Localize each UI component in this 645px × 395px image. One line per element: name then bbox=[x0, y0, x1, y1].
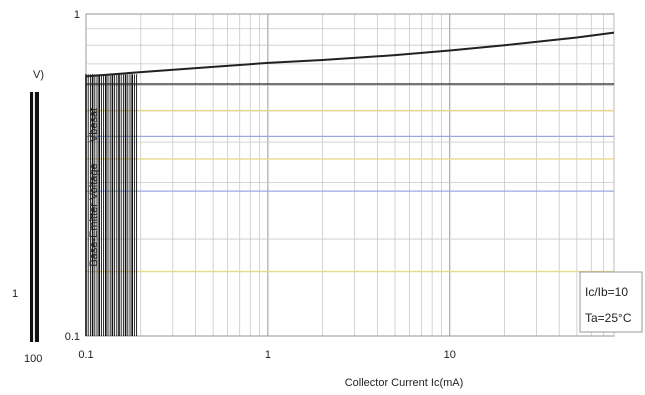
left-cropped-strip: V) 1 100 bbox=[12, 69, 44, 365]
y-axis-title: Base-Emitter Voltage bbox=[88, 163, 100, 266]
legend-ratio: Ic/Ib=10 bbox=[585, 285, 628, 299]
left-strip-mid-label: 1 bbox=[12, 288, 18, 300]
y-tick-label: 0.1 bbox=[65, 331, 80, 343]
x-tick-label: 1 bbox=[265, 349, 271, 361]
x-tick-label: 0.1 bbox=[78, 349, 93, 361]
plot-frame bbox=[85, 13, 615, 337]
series-line-0 bbox=[85, 31, 615, 78]
left-strip-unit: V) bbox=[33, 69, 44, 81]
x-axis-title: Collector Current Ic(mA) bbox=[345, 377, 464, 389]
dense-hatch-region bbox=[85, 74, 138, 336]
yellow-band-lines bbox=[86, 109, 614, 273]
legend-frame bbox=[579, 271, 643, 333]
y-axis-title-fragment: Vbesat bbox=[88, 108, 100, 142]
x-tick-label: 10 bbox=[444, 349, 456, 361]
legend-box: Ic/Ib=10 Ta=25°C bbox=[579, 271, 643, 333]
legend-temperature: Ta=25°C bbox=[585, 311, 632, 325]
left-strip-highlight bbox=[33, 92, 35, 342]
series-group bbox=[85, 31, 615, 78]
left-strip-bottom-label: 100 bbox=[24, 353, 42, 365]
y-tick-labels: 10.1 bbox=[65, 9, 80, 343]
blue-band-lines bbox=[86, 135, 614, 192]
x-tick-labels: 0.1 1 10 bbox=[78, 349, 456, 361]
y-tick-label: 1 bbox=[74, 9, 80, 21]
